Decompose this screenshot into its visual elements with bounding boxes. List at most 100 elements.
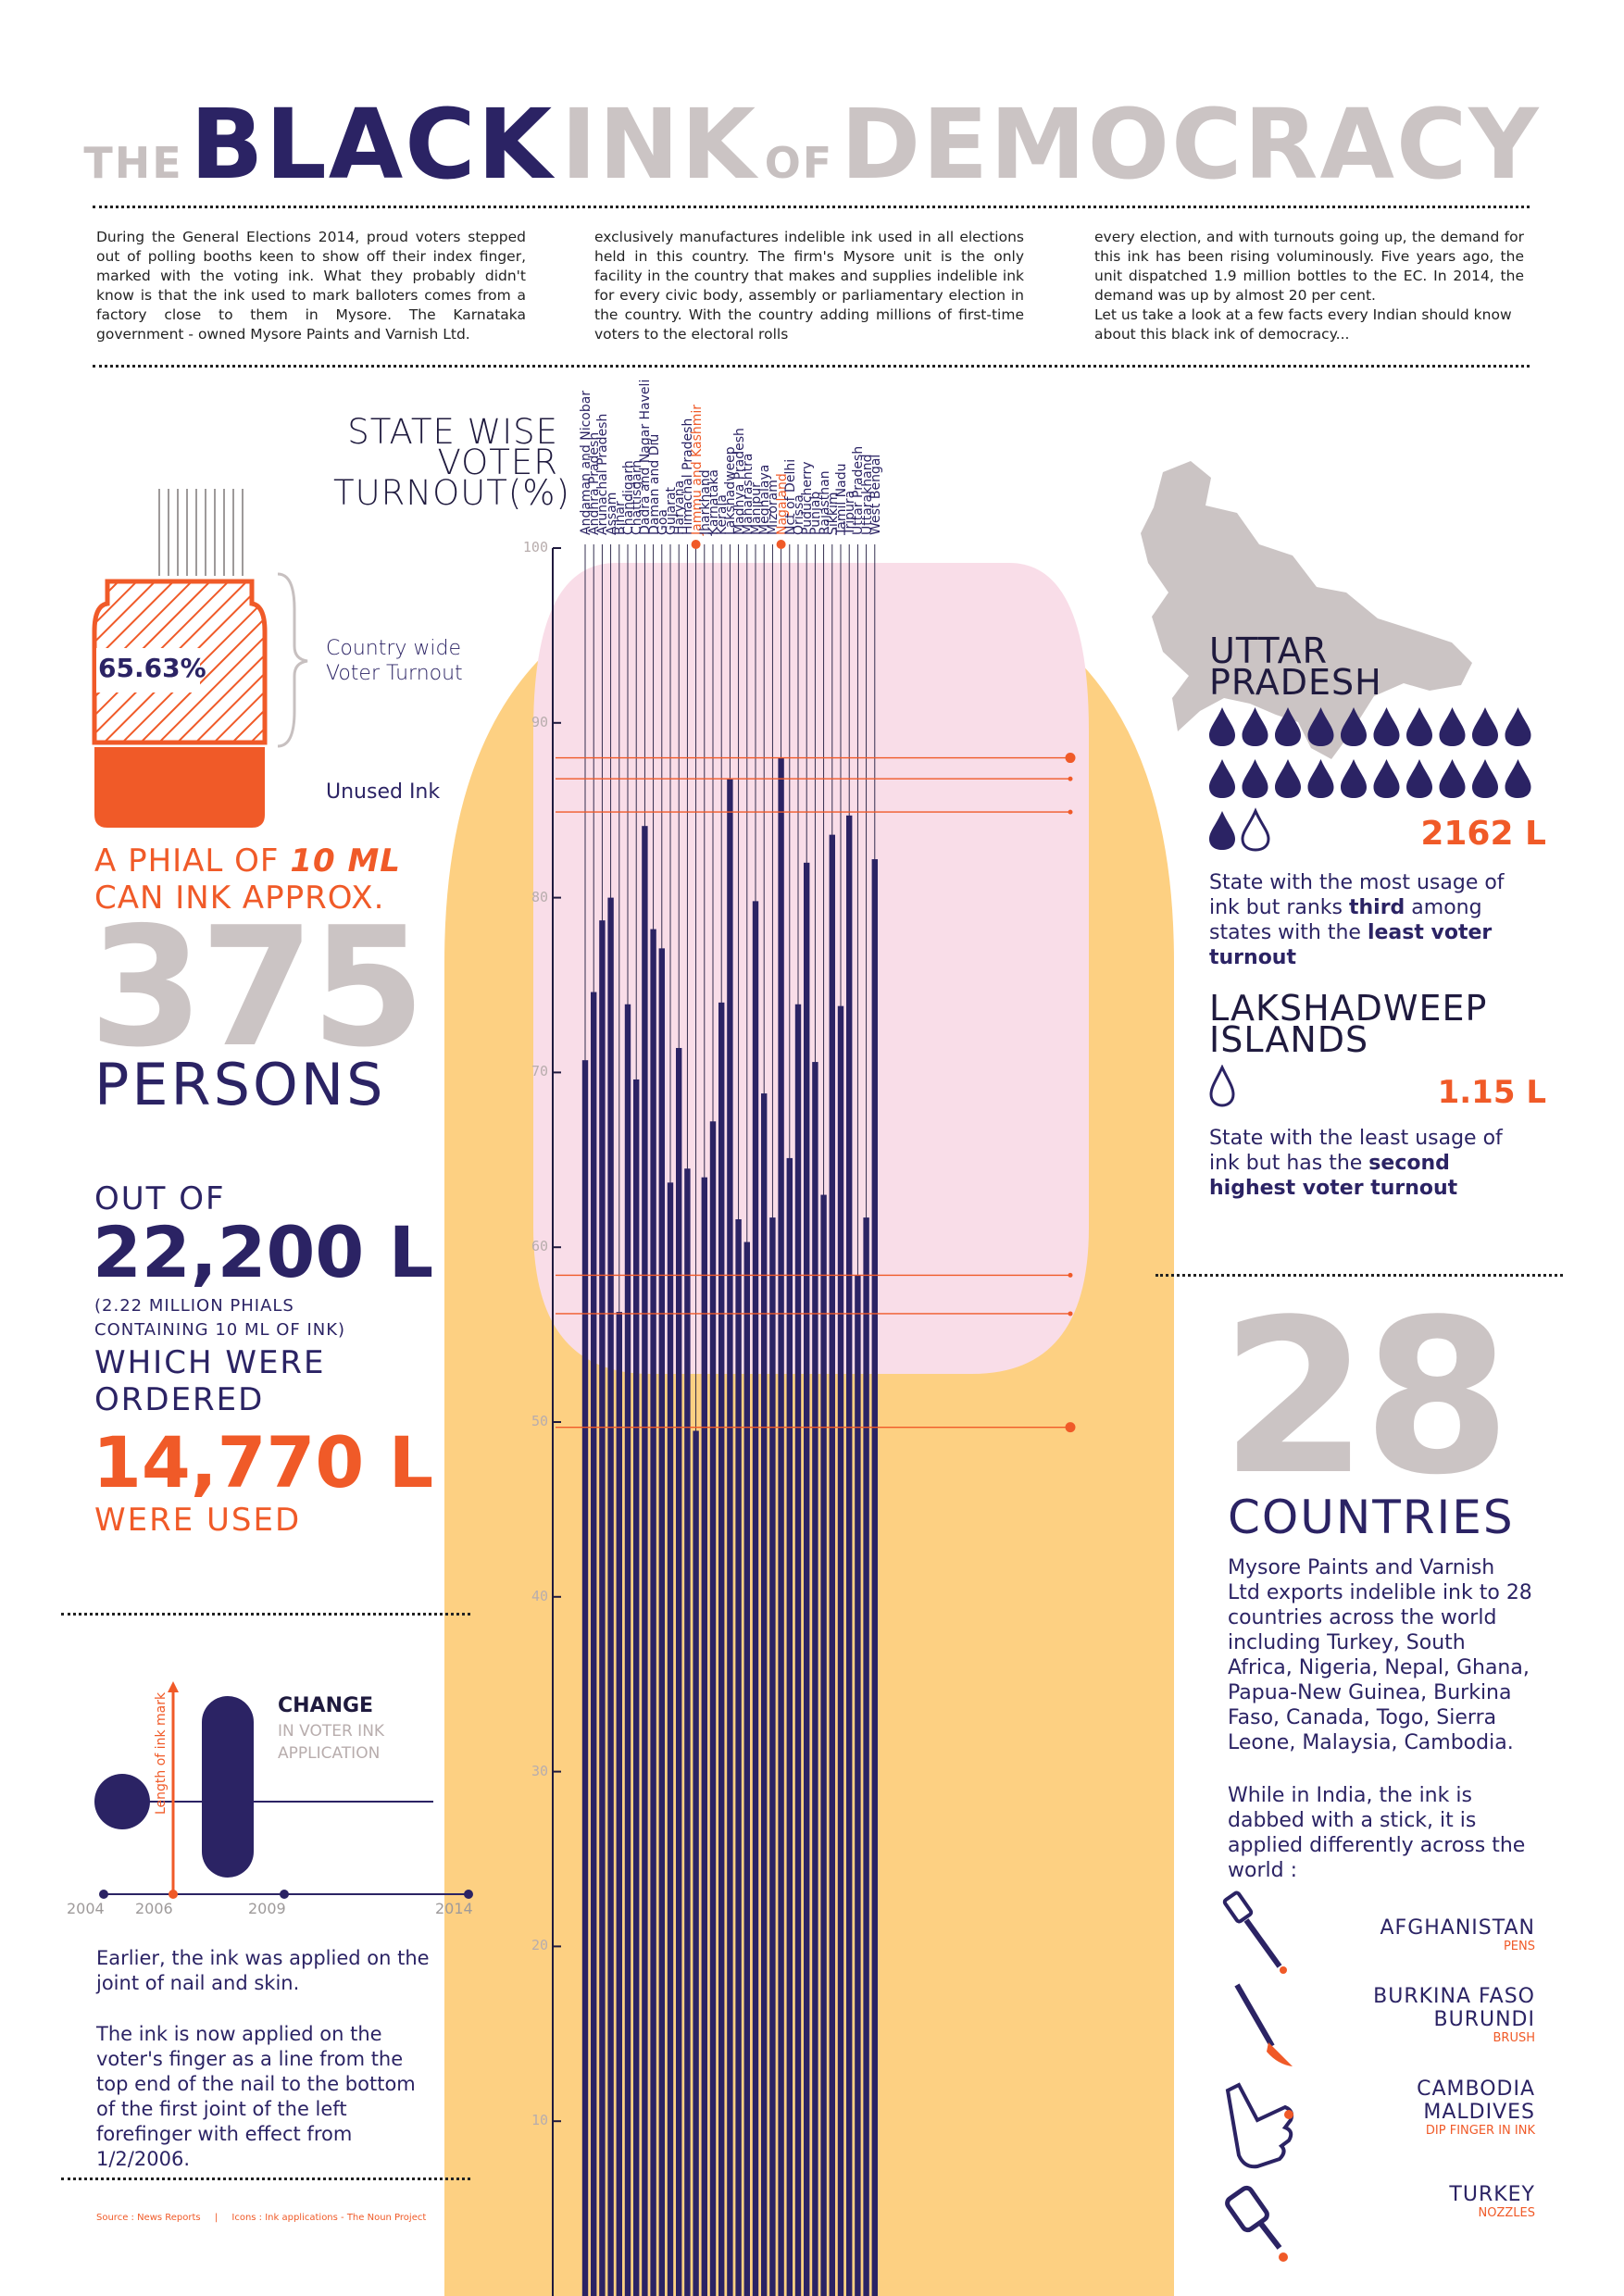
y-tick-label: 50 — [531, 1413, 548, 1429]
ink-drop — [1439, 707, 1466, 746]
bar-jammu-and-kashmir — [693, 1430, 699, 2296]
reference-dot — [1065, 1422, 1076, 1433]
intro-col-2: exclusively manufactures indelible ink u… — [594, 229, 1024, 343]
chart-title-line-2: VOTER — [437, 443, 558, 482]
dip-finger-icon — [1225, 2082, 1294, 2169]
phial-line-1a: A PHIAL OF — [94, 842, 291, 880]
up-name: UTTAR PRADESH — [1209, 630, 1382, 700]
country-item-4-method: NOZZLES — [1478, 2206, 1535, 2220]
source-separator: | — [214, 2213, 219, 2223]
bar-haryana — [676, 1047, 682, 2296]
country-item-3-name-1: CAMBODIA — [1417, 2078, 1535, 2101]
uttar-pradesh-map — [1141, 461, 1472, 759]
lak-name: LAKSHADWEEP ISLANDS — [1209, 991, 1487, 1060]
country-turnout-label-2: Voter Turnout — [326, 662, 463, 685]
nail-shape — [533, 563, 1089, 1374]
bar-rajasthan — [820, 1194, 827, 2296]
reference-dot — [1068, 809, 1073, 815]
ink-drop — [1209, 759, 1235, 798]
ink-drop — [1505, 759, 1531, 798]
country-item-2-name-2: BURUNDI — [1433, 2008, 1535, 2031]
phials-note: (2.22 MILLION PHIALS CONTAINING 10 ML OF… — [94, 1294, 345, 1342]
change-sub-2: APPLICATION — [278, 1744, 381, 1763]
bar-chattisgarh — [633, 1079, 640, 2296]
change-text-1: Earlier, the ink was applied on the join… — [96, 1947, 430, 1994]
lak-ink-amount: 1.15 L — [1437, 1074, 1546, 1111]
source-text: Source : News Reports — [96, 2213, 201, 2223]
bar-west-bengal — [871, 859, 878, 2296]
persons-number: 375 — [89, 892, 426, 1083]
country-item-2: BURKINA FASO BURUNDI BRUSH — [1324, 1985, 1535, 2045]
title-black: BLACK — [190, 88, 555, 201]
highlight-marker — [776, 540, 786, 549]
ink-drop — [1242, 759, 1268, 798]
ink-drop — [1209, 811, 1235, 850]
bar-tamil-nadu — [837, 1005, 844, 2296]
countries-description: Mysore Paints and Varnish Ltd exports in… — [1228, 1556, 1532, 1754]
were-used-label: WERE USED — [94, 1502, 302, 1539]
year-2004: 2004 — [67, 1900, 105, 1917]
brush-icon — [1234, 1983, 1293, 2066]
up-name-1: UTTAR — [1209, 630, 1329, 671]
phial-text: A PHIAL OF 10 ML CAN INK APPROX. — [94, 842, 401, 917]
source-icons: Icons : Ink applications - The Noun Proj… — [231, 2213, 427, 2223]
ink-drop — [1275, 707, 1301, 746]
state-label: West Bengal — [868, 454, 883, 535]
change-title: CHANGE — [278, 1694, 374, 1717]
divider-top — [93, 206, 1530, 208]
up-ink-amount: 2162 L — [1420, 815, 1546, 853]
bar-bihar — [616, 1312, 622, 2296]
y-tick-label: 70 — [531, 1063, 548, 1080]
bar-nagaland — [778, 757, 784, 2296]
reference-dot — [1068, 1272, 1073, 1278]
country-item-3-method: DIP FINGER IN INK — [1425, 2124, 1535, 2138]
intro-col-3a: every election, and with turnouts going … — [1094, 229, 1524, 304]
unused-ink-label: Unused Ink — [326, 780, 441, 804]
intro-col-3b: Let us take a look at a few facts every … — [1094, 306, 1512, 343]
chart-title: STATE WISE VOTER TURNOUT(%) — [333, 415, 570, 513]
countries-description-2: While in India, the ink is dabbed with a… — [1228, 1784, 1526, 1882]
which-were-ordered: WHICH WERE ORDERED — [94, 1344, 326, 1418]
bar-punjab — [812, 1062, 818, 2296]
y-tick-label: 80 — [531, 888, 548, 905]
divider-right — [1156, 1274, 1563, 1277]
application-icons — [1222, 1890, 1294, 2262]
ink-drop — [1505, 707, 1531, 746]
lak-name-2: ISLANDS — [1209, 1019, 1369, 1060]
y-tick-label: 60 — [531, 1238, 548, 1255]
ink-drop — [1341, 707, 1367, 746]
bar-manipur — [752, 901, 759, 2296]
bar-sikkim — [829, 834, 835, 2296]
intro-col-1: During the General Elections 2014, proud… — [96, 229, 526, 343]
bar-dadra-and-nagar-haveli — [642, 826, 648, 2296]
ink-drop — [1242, 707, 1268, 746]
reference-dot — [1068, 1311, 1073, 1316]
bar-orissa — [794, 1004, 802, 2296]
ordered: ORDERED — [94, 1381, 265, 1418]
up-desc-a: State with the most usage of ink but ran… — [1209, 871, 1505, 919]
phials-note-2: CONTAINING 10 ML OF INK) — [94, 1320, 346, 1340]
year-2014: 2014 — [435, 1900, 473, 1917]
ink-drop — [1307, 759, 1334, 798]
up-description: State with the most usage of ink but ran… — [1209, 870, 1533, 970]
title-democracy: DEMOCRACY — [840, 88, 1541, 201]
ink-drop — [1472, 759, 1498, 798]
bar-nct-of-delhi — [786, 1157, 793, 2296]
ink-drop — [1439, 759, 1466, 798]
bar-maharashtra — [743, 1242, 750, 2296]
reference-dot — [1068, 776, 1073, 781]
ink-drop — [1406, 707, 1432, 746]
country-item-4-name: TURKEY — [1449, 2183, 1535, 2206]
ink-mark-axis-label: Length of ink mark — [154, 1691, 169, 1815]
chart-title-line-3: TURNOUT(%) — [333, 473, 570, 513]
bar-goa — [658, 948, 665, 2296]
bar-tripura — [846, 815, 853, 2296]
bar-gujarat — [667, 1182, 674, 2296]
divider-left-2 — [61, 2177, 470, 2180]
countries-number: 28 — [1220, 1275, 1511, 1522]
phials-note-1: (2.22 MILLION PHIALS — [94, 1296, 294, 1316]
change-text-2: The ink is now applied on the voter's fi… — [96, 2023, 416, 2170]
bar-uttarakhand — [863, 1217, 869, 2296]
bar-daman-and-diu — [650, 929, 656, 2296]
